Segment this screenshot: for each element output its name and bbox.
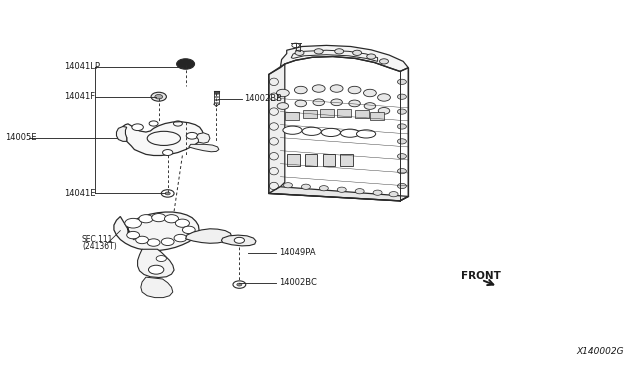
Polygon shape [305,154,317,166]
Text: SEC.111: SEC.111 [82,235,113,244]
Circle shape [397,79,406,84]
Polygon shape [340,154,353,166]
Circle shape [367,54,376,59]
Circle shape [276,89,289,97]
Circle shape [237,283,242,286]
Circle shape [397,94,406,99]
Circle shape [397,139,406,144]
Circle shape [349,100,360,107]
Ellipse shape [302,127,321,135]
Text: 14005E: 14005E [5,133,36,142]
Circle shape [234,237,244,243]
Circle shape [155,94,163,99]
Text: 14041F: 14041F [64,92,95,101]
Polygon shape [320,109,334,117]
Polygon shape [114,212,199,251]
Circle shape [353,50,362,55]
Circle shape [364,103,376,109]
Circle shape [355,189,364,194]
Circle shape [156,256,166,262]
Circle shape [397,109,406,114]
Polygon shape [123,122,204,155]
Circle shape [148,265,164,274]
Ellipse shape [321,128,340,137]
Polygon shape [280,45,408,71]
Polygon shape [323,154,335,166]
Circle shape [147,239,160,246]
Ellipse shape [356,130,376,138]
Circle shape [174,234,187,242]
Text: X140002G: X140002G [577,347,624,356]
Circle shape [139,215,153,223]
Circle shape [397,169,406,174]
Circle shape [389,192,398,197]
Polygon shape [355,110,369,118]
Circle shape [233,281,246,288]
Circle shape [380,59,388,64]
Polygon shape [337,109,351,117]
Circle shape [397,183,406,189]
Circle shape [348,86,361,94]
Circle shape [378,108,390,114]
Polygon shape [303,110,317,118]
Polygon shape [221,235,256,246]
Polygon shape [116,126,127,141]
Text: 14002BB: 14002BB [244,94,282,103]
Circle shape [312,85,325,92]
Circle shape [284,183,292,188]
Text: (24136T): (24136T) [82,242,116,251]
Circle shape [125,218,141,228]
Polygon shape [285,112,299,120]
Circle shape [319,186,328,191]
Text: 14041E: 14041E [64,189,95,198]
Circle shape [397,124,406,129]
Circle shape [186,132,198,139]
Circle shape [177,59,195,69]
Circle shape [277,103,289,109]
Circle shape [175,219,189,227]
Polygon shape [189,144,219,152]
Polygon shape [141,277,173,298]
Polygon shape [269,64,285,193]
Polygon shape [138,249,174,278]
Text: 14041LP: 14041LP [64,62,100,71]
Circle shape [331,99,342,106]
Circle shape [295,50,304,55]
Circle shape [335,49,344,54]
Text: 14002BC: 14002BC [279,278,317,287]
Circle shape [295,100,307,107]
Circle shape [301,184,310,189]
Circle shape [364,89,376,97]
Text: 14049PA: 14049PA [279,248,316,257]
Circle shape [313,99,324,106]
Text: FRONT: FRONT [461,271,500,281]
Circle shape [136,236,148,244]
Polygon shape [269,187,408,201]
Circle shape [152,214,166,222]
Circle shape [314,49,323,54]
Circle shape [132,124,143,131]
Circle shape [161,238,174,246]
Polygon shape [196,133,210,143]
Circle shape [151,92,166,101]
Circle shape [163,150,173,155]
Circle shape [373,190,382,195]
Polygon shape [287,154,300,166]
Circle shape [161,190,174,197]
Circle shape [165,192,170,195]
Polygon shape [186,229,232,243]
Polygon shape [370,112,384,120]
Circle shape [182,226,195,234]
Circle shape [127,231,140,239]
Circle shape [164,215,179,223]
Circle shape [330,85,343,92]
Circle shape [378,94,390,101]
Circle shape [294,86,307,94]
Ellipse shape [340,129,360,137]
Ellipse shape [283,126,302,134]
Circle shape [397,154,406,159]
Polygon shape [291,50,378,61]
Circle shape [337,187,346,192]
